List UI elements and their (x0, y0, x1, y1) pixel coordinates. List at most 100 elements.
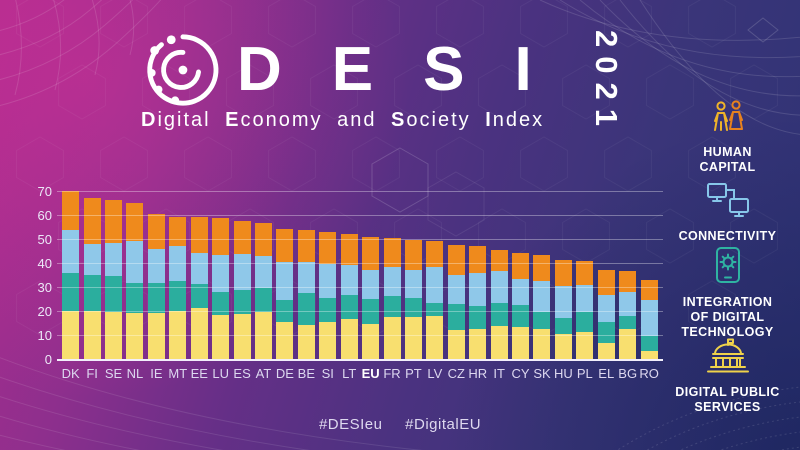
segment-integration-of-digital-technology (147, 283, 165, 313)
segment-human-capital (576, 260, 594, 286)
segment-digital-public-services (340, 319, 358, 359)
y-tick-label: 70 (37, 184, 52, 199)
segment-connectivity (533, 281, 551, 313)
x-tick-label-PL: PL (576, 366, 593, 381)
page-title: DESI (237, 35, 582, 104)
segment-integration-of-digital-technology (105, 275, 123, 312)
y-tick-label: 10 (37, 328, 52, 343)
segment-integration-of-digital-technology (512, 305, 530, 327)
legend-label: DIGITAL PUBLIC SERVICES (675, 385, 780, 414)
segment-human-capital (83, 197, 101, 244)
segment-integration-of-digital-technology (233, 290, 251, 315)
segment-digital-public-services (147, 312, 165, 359)
segment-human-capital (190, 217, 208, 254)
x-tick-label-EE: EE (190, 366, 208, 381)
segment-integration-of-digital-technology (576, 312, 594, 332)
segment-connectivity (404, 270, 422, 298)
segment-human-capital (533, 255, 551, 282)
segment-connectivity (554, 285, 572, 319)
segment-connectivity (576, 285, 594, 313)
segment-integration-of-digital-technology (212, 291, 230, 316)
government-building-icon (705, 338, 751, 378)
bar-CY (510, 191, 531, 359)
segment-human-capital (469, 245, 487, 274)
segment-integration-of-digital-technology (404, 297, 422, 318)
legend-label: CONNECTIVITY (678, 229, 777, 243)
legend-item-connectivity: CONNECTIVITY (655, 182, 800, 244)
segment-digital-public-services (404, 317, 422, 359)
bar-FI (81, 191, 102, 359)
segment-human-capital (340, 233, 358, 266)
y-tick-label: 0 (44, 352, 52, 367)
x-tick-label-MT: MT (168, 366, 188, 381)
bar-HU (553, 191, 574, 359)
segment-integration-of-digital-technology (490, 302, 508, 326)
segment-human-capital (640, 280, 658, 301)
x-tick-label-LT: LT (342, 366, 357, 381)
x-tick-label-IE: IE (150, 366, 163, 381)
segment-human-capital (383, 237, 401, 267)
segment-digital-public-services (469, 329, 487, 359)
segment-integration-of-digital-technology (426, 302, 444, 317)
segment-digital-public-services (190, 307, 208, 359)
segment-digital-public-services (362, 324, 380, 359)
bar-HR (467, 191, 488, 359)
segment-digital-public-services (383, 317, 401, 359)
x-tick-label-HR: HR (468, 366, 488, 381)
segment-integration-of-digital-technology (169, 281, 187, 311)
segment-integration-of-digital-technology (383, 296, 401, 318)
segment-human-capital (169, 216, 187, 246)
segment-connectivity (62, 230, 80, 274)
segment-digital-public-services (554, 333, 572, 359)
legend-item-integration: INTEGRATION OF DIGITAL TECHNOLOGY (655, 246, 800, 340)
segment-connectivity (212, 255, 230, 292)
segment-connectivity (469, 273, 487, 306)
segment-human-capital (447, 245, 465, 275)
bar-PT (403, 191, 424, 359)
segment-connectivity (83, 243, 101, 276)
segment-digital-public-services (62, 311, 80, 359)
gridline (57, 191, 663, 192)
segment-connectivity (105, 243, 123, 276)
legend-item-digital-public-services: DIGITAL PUBLIC SERVICES (655, 338, 800, 415)
bar-SI (317, 191, 338, 359)
segment-connectivity (147, 248, 165, 284)
gridline (57, 239, 663, 240)
segment-integration-of-digital-technology (62, 273, 80, 311)
x-tick-label-SK: SK (533, 366, 551, 381)
segment-digital-public-services (169, 310, 187, 359)
x-tick-label-BG: BG (618, 366, 638, 381)
segment-digital-public-services (597, 343, 615, 359)
bar-IT (488, 191, 509, 359)
segment-human-capital (212, 218, 230, 256)
x-tick-label-FI: FI (86, 366, 98, 381)
legend-label: INTEGRATION OF DIGITAL TECHNOLOGY (681, 295, 774, 339)
hashtags: #DESIeu #DigitalEU (0, 416, 800, 433)
bar-LT (338, 191, 359, 359)
segment-integration-of-digital-technology (554, 318, 572, 334)
segment-digital-public-services (490, 325, 508, 359)
segment-integration-of-digital-technology (276, 300, 294, 322)
segment-digital-public-services (83, 310, 101, 359)
segment-human-capital (276, 229, 294, 262)
x-tick-label-LU: LU (212, 366, 229, 381)
segment-integration-of-digital-technology (533, 312, 551, 330)
segment-digital-public-services (319, 322, 337, 359)
x-tick-label-BE: BE (297, 366, 316, 381)
x-tick-label-SE: SE (104, 366, 123, 381)
bar-AT (253, 191, 274, 359)
segment-integration-of-digital-technology (362, 298, 380, 325)
segment-connectivity (383, 266, 401, 297)
segment-human-capital (319, 232, 337, 264)
x-tick-label-PT: PT (405, 366, 422, 381)
segment-integration-of-digital-technology (297, 292, 315, 325)
bar-EL (596, 191, 617, 359)
bar-ES (231, 191, 252, 359)
segment-human-capital (404, 239, 422, 271)
segment-integration-of-digital-technology (340, 295, 358, 320)
segment-integration-of-digital-technology (640, 335, 658, 351)
x-tick-label-RO: RO (639, 366, 659, 381)
segment-connectivity (126, 241, 144, 284)
segment-integration-of-digital-technology (619, 315, 637, 329)
segment-human-capital (426, 241, 444, 267)
